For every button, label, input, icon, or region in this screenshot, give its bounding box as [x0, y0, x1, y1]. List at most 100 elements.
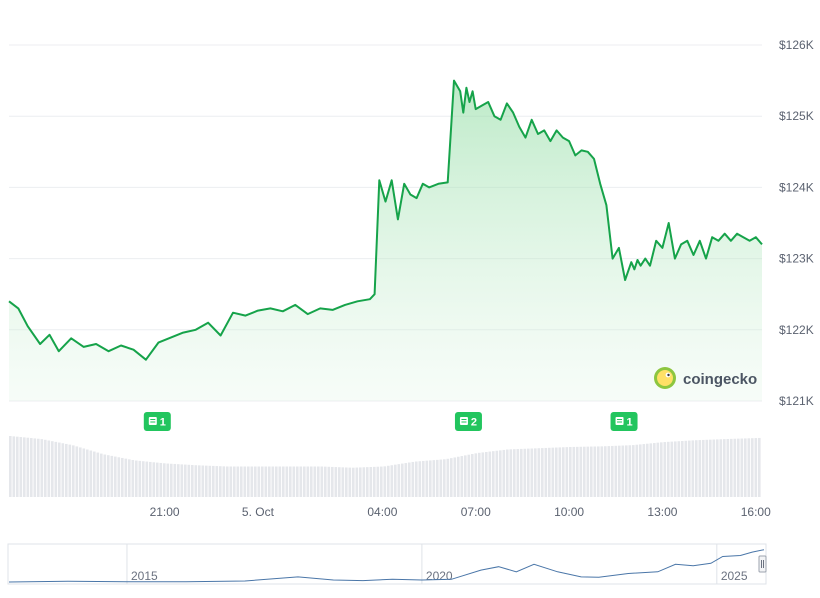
volume-bar	[429, 460, 432, 497]
price-area-fill	[9, 80, 762, 401]
volume-bar	[712, 439, 716, 497]
volume-bar	[618, 445, 621, 497]
volume-bar	[387, 465, 390, 497]
volume-bar	[495, 450, 499, 497]
volume-bar	[597, 446, 600, 497]
volume-bar	[229, 466, 233, 497]
news-marker[interactable]: 1	[143, 412, 171, 431]
volume-bar	[303, 466, 306, 497]
volume-bar	[726, 438, 730, 497]
volume-bar	[271, 466, 275, 497]
news-marker-badge[interactable]	[143, 412, 171, 431]
volume-bar	[621, 445, 625, 497]
volume-bar	[541, 448, 544, 497]
volume-bar	[684, 440, 688, 497]
volume-bar	[40, 439, 44, 497]
volume-bar	[86, 449, 89, 497]
volume-bar	[324, 466, 327, 497]
volume-bar	[653, 443, 656, 497]
volume-bar	[198, 465, 201, 497]
volume-bar	[663, 442, 667, 497]
coingecko-logo-icon	[654, 367, 676, 389]
volume-bar	[593, 446, 597, 497]
volume-bar	[492, 451, 495, 497]
volume-bar	[96, 452, 100, 497]
volume-bar	[37, 438, 40, 497]
navigator-year-label: 2015	[131, 569, 158, 583]
volume-bar	[180, 464, 184, 497]
volume-bar	[397, 464, 401, 497]
volume-bar	[614, 445, 618, 497]
volume-bar	[243, 466, 247, 497]
volume-bar	[72, 445, 75, 497]
volume-bar	[152, 462, 156, 497]
volume-bar	[121, 457, 124, 497]
volume-bar	[114, 456, 117, 497]
volume-bar	[555, 447, 558, 497]
volume-bar	[411, 461, 415, 497]
volume-bar	[110, 455, 114, 497]
volume-bar	[44, 439, 47, 497]
volume-bar	[471, 454, 474, 497]
volume-bar	[401, 463, 404, 497]
volume-bar	[313, 466, 317, 497]
volume-bar	[212, 465, 215, 497]
volume-bar	[632, 445, 635, 497]
volume-bar	[530, 448, 534, 497]
volume-bar	[586, 446, 590, 497]
volume-bar	[569, 446, 572, 497]
volume-bar	[415, 461, 418, 497]
x-tick-label: 16:00	[741, 505, 771, 519]
volume-bar	[289, 466, 292, 497]
x-axis-labels: 21:00 5. Oct 04:00 07:00 10:00 13:00 16:00	[150, 505, 772, 519]
volume-bar	[208, 465, 212, 497]
volume-bars	[9, 436, 761, 497]
volume-bar	[681, 441, 684, 497]
news-marker-badge[interactable]	[610, 412, 638, 431]
navigator[interactable]: 2015 2020 2025	[7, 543, 767, 585]
news-marker-badge[interactable]	[454, 412, 482, 431]
volume-bar	[282, 466, 285, 497]
volume-bar	[590, 446, 593, 497]
volume-bar	[355, 467, 359, 497]
volume-bar	[383, 466, 387, 497]
volume-bar	[698, 440, 702, 497]
volume-bar	[135, 460, 138, 497]
volume-bar	[436, 459, 439, 497]
news-marker[interactable]: 2	[454, 412, 482, 431]
volume-bar	[82, 448, 86, 497]
volume-bar	[292, 466, 296, 497]
volume-bar	[695, 440, 698, 497]
volume-bar	[558, 447, 562, 497]
news-marker[interactable]: 1	[610, 412, 638, 431]
volume-bar	[604, 446, 607, 497]
volume-bar	[579, 446, 583, 497]
volume-bar	[166, 463, 170, 497]
volume-bar	[404, 463, 408, 497]
volume-bar	[12, 436, 16, 497]
volume-bar	[33, 438, 37, 497]
volume-bar	[75, 446, 79, 497]
volume-bar	[446, 458, 450, 497]
volume-bar	[488, 451, 492, 497]
volume-bar	[145, 461, 149, 497]
volume-bar	[30, 438, 33, 497]
volume-bar	[509, 449, 513, 497]
volume-bar	[516, 449, 520, 497]
volume-bar	[268, 466, 271, 497]
navigator-frame	[7, 543, 767, 585]
volume-bar	[677, 441, 681, 497]
volume-bar	[362, 467, 366, 497]
navigator-handle[interactable]	[758, 555, 767, 573]
volume-bar	[544, 447, 548, 497]
volume-bar	[51, 441, 54, 497]
volume-bar	[205, 465, 208, 497]
volume-bar	[611, 445, 614, 497]
volume-bar	[453, 457, 457, 497]
volume-bar	[219, 466, 222, 497]
volume-bar	[625, 445, 628, 497]
volume-bar	[275, 466, 278, 497]
news-markers[interactable]: 1 2 1	[143, 412, 638, 431]
volume-bar	[551, 447, 555, 497]
